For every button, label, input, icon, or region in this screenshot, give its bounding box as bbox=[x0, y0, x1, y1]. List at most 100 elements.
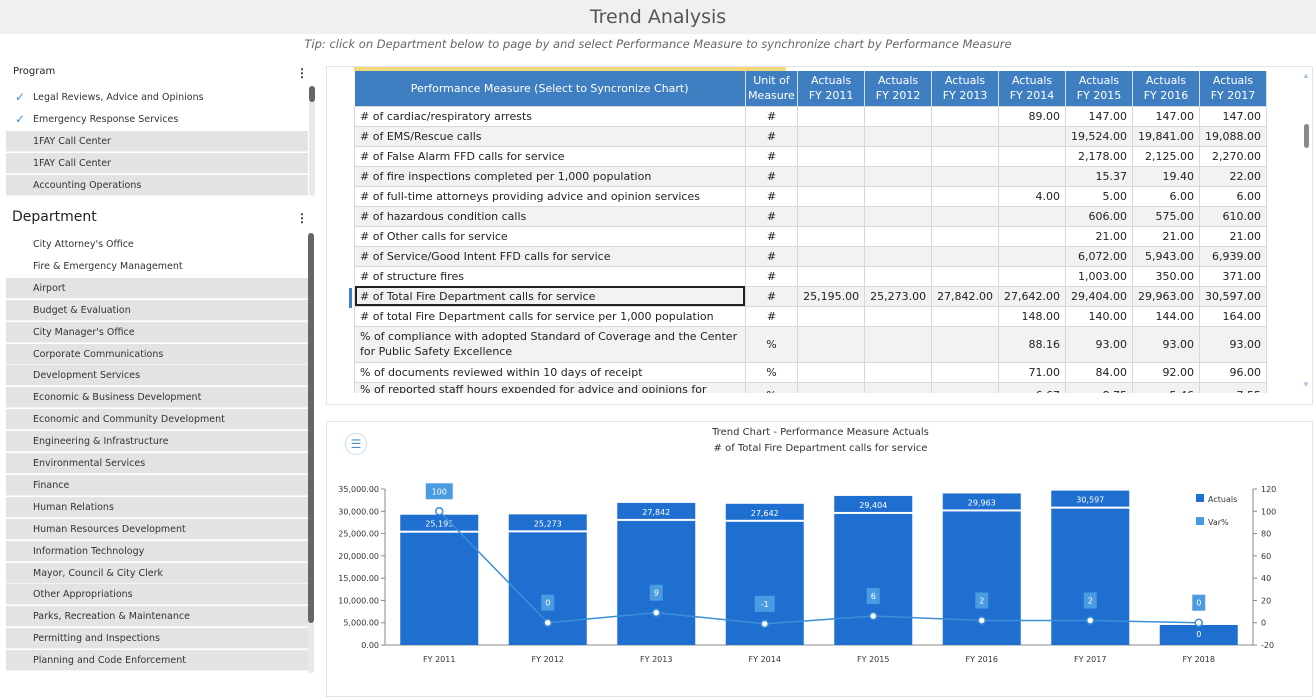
department-item[interactable]: Engineering & Infrastructure bbox=[6, 431, 308, 453]
table-row[interactable]: # of Service/Good Intent FFD calls for s… bbox=[354, 245, 1267, 267]
program-scrollbar[interactable] bbox=[309, 86, 315, 196]
department-item-label: Other Appropriations bbox=[33, 589, 133, 601]
measure-cell[interactable]: # of hazardous condition calls bbox=[354, 205, 746, 227]
measure-cell[interactable]: # of Other calls for service bbox=[354, 225, 746, 247]
department-item[interactable]: Fire & Emergency Management bbox=[6, 255, 308, 277]
department-scrollbar[interactable] bbox=[308, 233, 314, 673]
measure-cell[interactable]: % of documents reviewed within 10 days o… bbox=[354, 361, 746, 383]
left-axis-tick-label: 30,000.00 bbox=[338, 507, 379, 516]
measure-cell[interactable]: # of cardiac/respiratory arrests bbox=[354, 105, 746, 127]
column-header-measure[interactable]: Performance Measure (Select to Syncroniz… bbox=[354, 71, 746, 106]
department-item[interactable]: City Attorney's Office bbox=[6, 234, 308, 255]
measure-cell[interactable]: # of EMS/Rescue calls bbox=[354, 125, 746, 147]
program-item-label: Accounting Operations bbox=[33, 180, 142, 191]
program-more-options-icon[interactable]: ⋮ bbox=[296, 66, 308, 80]
measure-cell[interactable]: # of Total Fire Department calls for ser… bbox=[354, 285, 746, 307]
table-row[interactable]: % of reported staff hours expended for a… bbox=[354, 381, 1267, 393]
chart-menu-icon[interactable]: ☰ bbox=[345, 433, 367, 455]
table-row[interactable]: # of Other calls for service #21.00 21.00 2… bbox=[354, 225, 1267, 247]
measure-cell[interactable]: # of full-time attorneys providing advic… bbox=[354, 185, 746, 207]
measure-cell[interactable]: # of False Alarm FFD calls for service bbox=[354, 145, 746, 167]
column-header-year[interactable]: Actuals FY 2012 bbox=[864, 71, 933, 106]
table-row[interactable]: % of compliance with adopted Standard of… bbox=[354, 325, 1267, 363]
table-row[interactable]: # of full-time attorneys providing advic… bbox=[354, 185, 1267, 207]
value-cell bbox=[797, 265, 866, 287]
column-header-year[interactable]: Actuals FY 2011 bbox=[797, 71, 866, 106]
value-cell: 25,195.00 bbox=[797, 285, 866, 307]
actuals-bar-label: 27,842 bbox=[642, 508, 670, 517]
x-axis-tick-label: FY 2013 bbox=[640, 655, 672, 664]
unit-cell: # bbox=[744, 205, 799, 227]
column-header-year[interactable]: Actuals FY 2015 bbox=[1065, 71, 1134, 106]
department-item[interactable]: Information Technology bbox=[6, 540, 308, 562]
department-item[interactable]: Environmental Services bbox=[6, 453, 308, 474]
column-header-year[interactable]: Actuals FY 2014 bbox=[998, 71, 1067, 106]
table-row[interactable]: % of documents reviewed within 10 days o… bbox=[354, 361, 1267, 383]
var-point bbox=[1086, 616, 1095, 625]
var-point bbox=[869, 611, 878, 621]
value-cell: 30,597.00 bbox=[1199, 285, 1267, 307]
performance-table: Performance Measure (Select to Syncroniz… bbox=[354, 71, 1267, 393]
scroll-up-icon[interactable]: ▲ bbox=[1302, 71, 1310, 80]
chart-subtitle: # of Total Fire Department calls for ser… bbox=[713, 443, 928, 454]
department-item[interactable]: Development Services bbox=[6, 365, 308, 387]
department-item[interactable]: Economic & Business Development bbox=[6, 387, 308, 409]
table-row[interactable]: # of EMS/Rescue calls #19,524.00 19,841.00… bbox=[354, 125, 1267, 147]
measure-cell[interactable]: % of compliance with adopted Standard of… bbox=[354, 325, 746, 363]
table-row[interactable]: # of structure fires #1,003.00 350.00 371.0… bbox=[354, 265, 1267, 287]
department-item[interactable]: Budget & Evaluation bbox=[6, 299, 308, 321]
table-row[interactable]: # of total Fire Department calls for ser… bbox=[354, 305, 1267, 327]
table-row[interactable]: # of hazardous condition calls #606.00 575… bbox=[354, 205, 1267, 227]
actuals-bar-label-bg bbox=[1051, 490, 1130, 507]
value-cell: 19,088.00 bbox=[1199, 125, 1267, 147]
measure-cell[interactable]: # of fire inspections completed per 1,00… bbox=[354, 165, 746, 187]
department-item[interactable]: Permitting and Inspections bbox=[6, 628, 308, 650]
x-axis-tick-label: FY 2017 bbox=[1074, 655, 1106, 664]
department-more-options-icon[interactable]: ⋮ bbox=[296, 211, 308, 225]
department-item[interactable]: Planning and Code Enforcement bbox=[6, 650, 308, 672]
value-cell: 575.00 bbox=[1132, 205, 1200, 227]
department-item[interactable]: Other Appropriations bbox=[6, 584, 308, 606]
department-item-label: Fire & Emergency Management bbox=[33, 260, 183, 272]
actuals-bar bbox=[400, 532, 479, 645]
department-item[interactable]: Economic and Community Development bbox=[6, 409, 308, 431]
title-bar: Trend Analysis bbox=[0, 0, 1316, 34]
program-item[interactable]: 1FAY Call Center bbox=[6, 131, 308, 152]
column-header-unit[interactable]: Unit of Measure bbox=[744, 71, 799, 106]
table-row[interactable]: # of False Alarm FFD calls for service #2… bbox=[354, 145, 1267, 167]
measure-cell[interactable]: # of Service/Good Intent FFD calls for s… bbox=[354, 245, 746, 267]
department-item[interactable]: Parks, Recreation & Maintenance bbox=[6, 606, 308, 628]
actuals-bar-label: 29,963 bbox=[968, 498, 996, 507]
program-item[interactable]: 1FAY Call Center bbox=[6, 153, 308, 174]
measure-cell[interactable]: % of reported staff hours expended for a… bbox=[354, 381, 746, 393]
table-scroll-thumb[interactable] bbox=[1304, 124, 1309, 148]
department-item-label: Permitting and Inspections bbox=[33, 633, 160, 645]
department-item[interactable]: Finance bbox=[6, 474, 308, 496]
table-row[interactable]: # of cardiac/respiratory arrests #89.00 14… bbox=[354, 105, 1267, 127]
program-item[interactable]: ✓ Legal Reviews, Advice and Opinions bbox=[6, 87, 308, 108]
department-item[interactable]: Human Relations bbox=[6, 496, 308, 518]
value-cell: 6,939.00 bbox=[1199, 245, 1267, 267]
table-row[interactable]: # of fire inspections completed per 1,00… bbox=[354, 165, 1267, 187]
program-item[interactable]: ✓ Emergency Response Services bbox=[6, 109, 308, 130]
scroll-down-icon[interactable]: ▼ bbox=[1302, 380, 1310, 389]
department-item[interactable]: Airport bbox=[6, 277, 308, 299]
department-item[interactable]: City Manager's Office bbox=[6, 321, 308, 343]
program-scroll-thumb[interactable] bbox=[309, 86, 315, 102]
department-item[interactable]: Mayor, Council & City Clerk bbox=[6, 562, 308, 584]
measure-cell[interactable]: # of structure fires bbox=[354, 265, 746, 287]
department-item[interactable]: Human Resources Development bbox=[6, 518, 308, 540]
value-cell bbox=[931, 245, 1000, 267]
program-item[interactable]: Accounting Operations bbox=[6, 175, 308, 196]
department-scroll-thumb[interactable] bbox=[308, 233, 314, 623]
department-item[interactable]: Corporate Communications bbox=[6, 343, 308, 365]
actuals-bar bbox=[834, 513, 913, 645]
value-cell: 19.40 bbox=[1132, 165, 1200, 187]
table-row[interactable]: # of Total Fire Department calls for ser… bbox=[354, 285, 1267, 307]
column-header-year[interactable]: Actuals FY 2017 bbox=[1199, 71, 1267, 106]
column-header-year[interactable]: Actuals FY 2013 bbox=[931, 71, 1000, 106]
measure-cell[interactable]: # of total Fire Department calls for ser… bbox=[354, 305, 746, 327]
actuals-bar-label-bg bbox=[400, 514, 479, 531]
table-scrollbar[interactable]: ▲ ▼ bbox=[1302, 71, 1311, 389]
column-header-year[interactable]: Actuals FY 2016 bbox=[1132, 71, 1200, 106]
